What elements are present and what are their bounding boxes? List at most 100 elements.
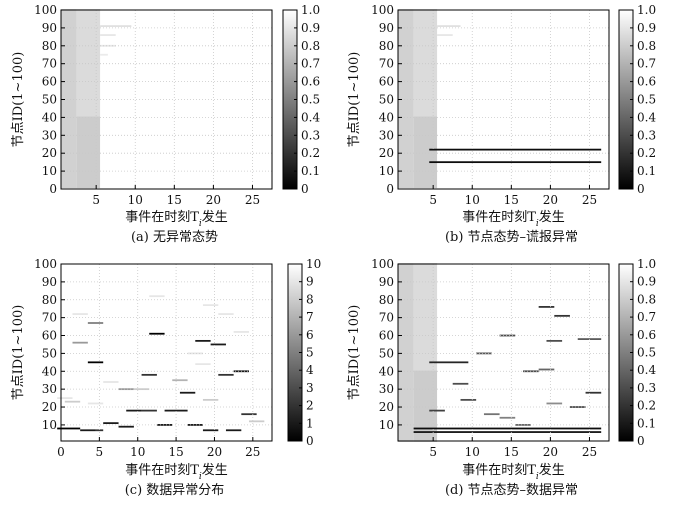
y-tick-label: 80 — [42, 39, 57, 53]
heatmap-cell — [398, 263, 414, 442]
y-tick-label: 90 — [379, 275, 394, 289]
heatmap-cell — [429, 161, 602, 164]
y-tick-label: 70 — [42, 57, 57, 71]
colorbar-tick-label: 0.6 — [637, 328, 656, 342]
axes-frame — [397, 263, 610, 442]
y-tick-label: 60 — [379, 75, 394, 89]
heatmap-cell — [413, 9, 438, 117]
colorbar-tick-label: 0.2 — [637, 399, 656, 413]
heatmap-cell — [141, 409, 157, 412]
heatmap-cell — [103, 422, 119, 425]
heatmap-cell — [413, 431, 602, 433]
y-tick-label: 40 — [42, 110, 57, 124]
colorbar-tick-label: 0.4 — [301, 110, 320, 124]
x-tick-label: 15 — [167, 193, 182, 207]
colorbar-tick-label: 0 — [637, 434, 645, 448]
y-axis-label: 节点ID(1~100) — [11, 52, 26, 148]
colorbar-tick-label: 1.0 — [637, 257, 656, 271]
heatmap-cell — [87, 402, 104, 405]
colorbar-tick-label: 4 — [306, 363, 314, 377]
colorbar-tick-label: 10 — [306, 257, 321, 271]
plot-area — [61, 264, 272, 441]
heatmap-cell — [413, 370, 438, 442]
y-axis-label: 节点ID(1~100) — [347, 305, 362, 401]
heatmap-cell — [241, 413, 257, 416]
y-tick-label: 100 — [371, 257, 394, 271]
heatmap-cell — [569, 406, 586, 408]
heatmap-cell — [179, 391, 196, 394]
y-tick-label: 70 — [379, 57, 394, 71]
x-axis-label: 事件在时刻Ti发生 — [125, 462, 228, 482]
panel-caption: (c) 数据异常分布 — [125, 483, 225, 498]
colorbar-tick-label: 0.6 — [301, 75, 320, 89]
heatmap-cell — [64, 400, 81, 403]
heatmap-cell — [460, 398, 477, 401]
colorbar-tick-label: 6 — [306, 328, 314, 342]
axes-frame — [60, 263, 273, 442]
heatmap-cell — [118, 425, 134, 428]
heatmap-cell — [202, 398, 219, 401]
heatmap-cell — [80, 429, 96, 432]
colorbar-tick-label: 0.4 — [637, 363, 656, 377]
y-tick-label: 90 — [379, 21, 394, 35]
colorbar-tick-label: 1 — [306, 416, 314, 430]
x-tick-label: 20 — [207, 445, 222, 459]
y-tick-label: 30 — [42, 128, 57, 142]
y-tick-label: 50 — [379, 346, 394, 360]
heatmap-cell — [515, 424, 531, 426]
heatmap-cell — [57, 397, 73, 399]
colorbar-tick-label: 9 — [306, 275, 314, 289]
heatmap-cell — [218, 373, 234, 376]
heatmap-cell — [100, 25, 132, 28]
x-tick-label: 15 — [504, 445, 519, 459]
colorbar-tick-label: 2 — [306, 399, 314, 413]
colorbar-tick-label: 0.8 — [637, 292, 656, 306]
heatmap-cell — [72, 313, 88, 315]
heatmap-cell — [429, 361, 469, 364]
y-tick-label: 60 — [42, 329, 57, 343]
heatmap-cell — [133, 388, 150, 391]
y-tick-label: 10 — [42, 418, 57, 432]
heatmap-cell — [149, 332, 165, 335]
heatmap-cell — [538, 306, 555, 308]
y-tick-label: 60 — [379, 329, 394, 343]
heatmap-cell — [126, 409, 142, 412]
y-tick-label: 70 — [379, 311, 394, 325]
heatmap-cell — [233, 331, 249, 333]
y-tick-label: 60 — [42, 75, 57, 89]
heatmap-cell — [437, 25, 461, 28]
heatmap-cell — [156, 424, 173, 426]
heatmap-cell — [202, 304, 219, 307]
colorbar-tick-label: 0 — [637, 182, 645, 196]
y-tick-label: 20 — [379, 146, 394, 160]
x-axis-label: 事件在时刻Ti发生 — [462, 462, 565, 482]
y-tick-label: 20 — [42, 400, 57, 414]
colorbar-tick-label: 0.7 — [637, 57, 656, 71]
colorbar-tick-label: 0.7 — [301, 57, 320, 71]
colorbar-tick-label: 0.1 — [637, 164, 656, 178]
y-tick-label: 50 — [42, 346, 57, 360]
heatmap-cell — [195, 363, 211, 366]
y-tick-label: 30 — [379, 128, 394, 142]
heatmap-cell — [225, 429, 242, 432]
colorbar-tick-label: 0.6 — [637, 75, 656, 89]
heatmap-cell — [429, 148, 602, 151]
colorbar-tick-label: 0.5 — [637, 93, 656, 107]
x-axis-label: 事件在时刻Ti发生 — [462, 209, 565, 229]
heatmap-cell — [118, 388, 134, 391]
y-tick-label: 50 — [379, 93, 394, 107]
heatmap-cell — [546, 402, 563, 405]
colorbar-tick-label: 0 — [306, 434, 314, 448]
y-tick-label: 80 — [379, 39, 394, 53]
y-axis-label: 节点ID(1~100) — [347, 52, 362, 148]
heatmap-cell — [476, 352, 492, 355]
colorbar-tick-label: 0.8 — [637, 39, 656, 53]
y-tick-label: 20 — [42, 146, 57, 160]
heatmap-cell — [202, 429, 219, 432]
colorbar-tick-label: 0.9 — [637, 275, 656, 289]
heatmap-cell — [538, 368, 555, 371]
panel-a: 5 10 15 20 25 0 10 20 30 40 50 60 70 80 90 100 事件在时刻Ti发生… — [11, 3, 320, 245]
y-tick-label: 20 — [379, 400, 394, 414]
heatmap-cell — [248, 420, 265, 423]
